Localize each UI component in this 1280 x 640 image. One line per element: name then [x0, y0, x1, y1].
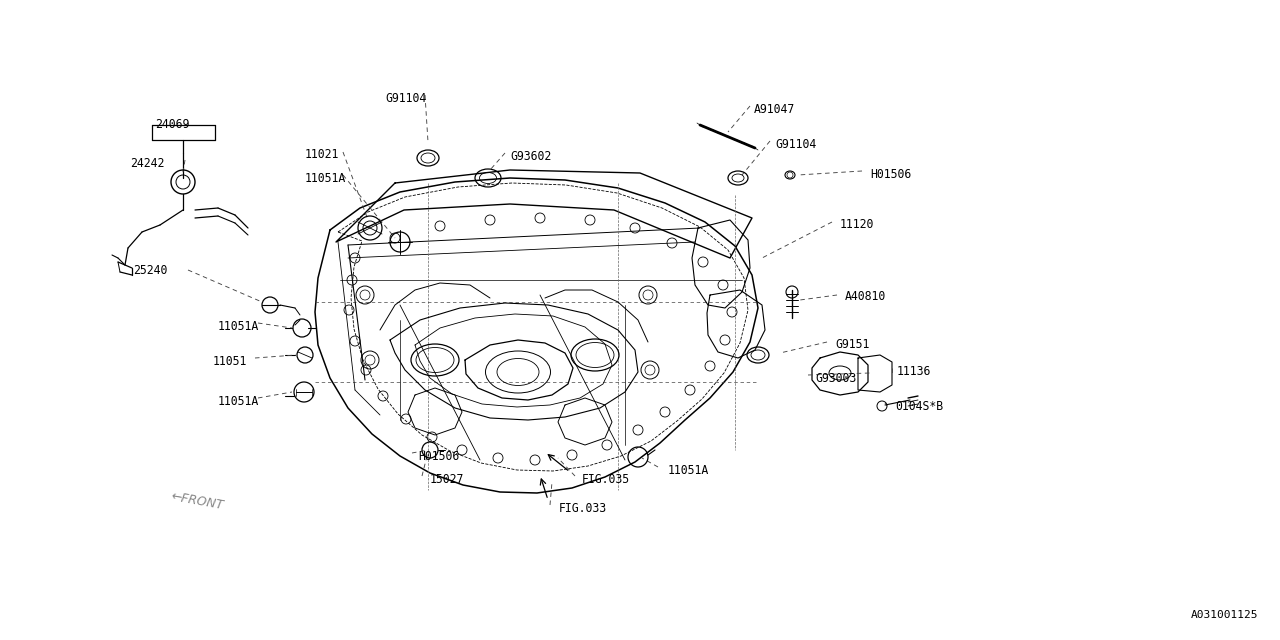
- Text: 15027: 15027: [430, 473, 465, 486]
- Text: 11021: 11021: [305, 148, 339, 161]
- Text: G93003: G93003: [815, 372, 856, 385]
- Text: 24069: 24069: [155, 118, 189, 131]
- Text: FIG.035: FIG.035: [582, 473, 630, 486]
- Text: FIG.033: FIG.033: [559, 502, 607, 515]
- Text: A40810: A40810: [845, 290, 886, 303]
- Text: 25240: 25240: [133, 264, 168, 277]
- Text: G91104: G91104: [774, 138, 817, 151]
- Text: 11136: 11136: [897, 365, 932, 378]
- Text: G93602: G93602: [509, 150, 552, 163]
- Text: 11051A: 11051A: [305, 172, 347, 185]
- Text: 11051A: 11051A: [218, 395, 260, 408]
- Text: G9151: G9151: [835, 338, 869, 351]
- Text: 11120: 11120: [840, 218, 874, 231]
- Text: G91104: G91104: [385, 92, 426, 105]
- Text: A91047: A91047: [754, 103, 795, 116]
- Text: A031001125: A031001125: [1190, 610, 1258, 620]
- Text: 11051: 11051: [212, 355, 247, 368]
- Text: 24242: 24242: [131, 157, 164, 170]
- Text: 11051A: 11051A: [218, 320, 260, 333]
- Text: H01506: H01506: [870, 168, 911, 181]
- Text: H01506: H01506: [419, 450, 460, 463]
- Text: 0104S*B: 0104S*B: [895, 400, 943, 413]
- Text: ←FRONT: ←FRONT: [170, 490, 225, 512]
- Text: 11051A: 11051A: [668, 464, 709, 477]
